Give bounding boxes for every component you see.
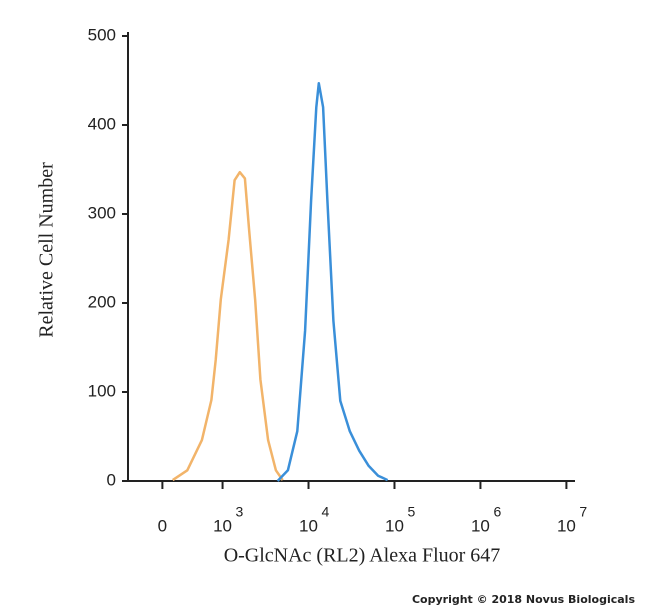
x-tick-exponent: 5 xyxy=(407,504,415,520)
x-tick-label: 10 xyxy=(385,516,404,535)
y-tick-label: 200 xyxy=(88,292,116,311)
copyright: Copyright © 2018 Novus Biologicals xyxy=(412,593,635,606)
y-tick-label: 100 xyxy=(88,381,116,400)
x-tick-label: 10 xyxy=(299,516,318,535)
x-tick-exponent: 7 xyxy=(579,504,587,520)
x-tick-label: 10 xyxy=(213,516,232,535)
y-tick-label: 500 xyxy=(88,25,116,44)
x-tick-label: 10 xyxy=(557,516,576,535)
x-axis-label: O-GlcNAc (RL2) Alexa Fluor 647 xyxy=(224,545,501,567)
y-tick-label: 300 xyxy=(88,203,116,222)
x-tick-exponent: 4 xyxy=(322,504,330,520)
y-tick-label: 0 xyxy=(107,470,116,489)
x-tick-exponent: 6 xyxy=(493,504,501,520)
histogram-line xyxy=(276,81,389,482)
y-axis-label: Relative Cell Number xyxy=(36,162,58,338)
y-tick-label: 400 xyxy=(88,114,116,133)
x-tick-exponent: 3 xyxy=(236,504,244,520)
histogram-line xyxy=(172,170,284,482)
x-tick-label: 10 xyxy=(471,516,490,535)
x-tick-label: 0 xyxy=(158,516,167,535)
